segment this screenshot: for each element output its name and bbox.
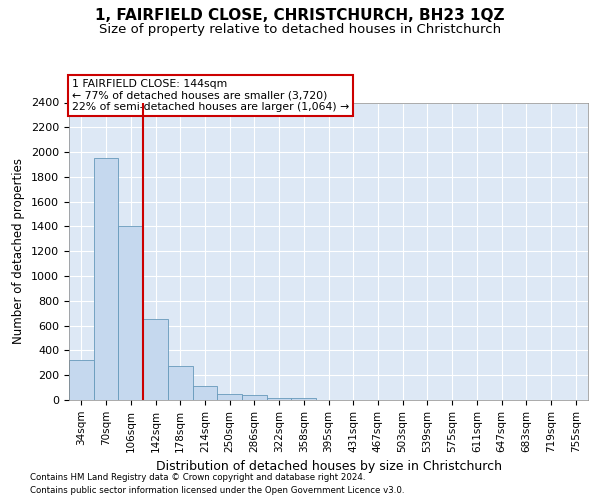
Text: 1 FAIRFIELD CLOSE: 144sqm
← 77% of detached houses are smaller (3,720)
22% of se: 1 FAIRFIELD CLOSE: 144sqm ← 77% of detac… [71, 78, 349, 112]
Bar [69, 360, 94, 400]
Text: 1, FAIRFIELD CLOSE, CHRISTCHURCH, BH23 1QZ: 1, FAIRFIELD CLOSE, CHRISTCHURCH, BH23 1… [95, 8, 505, 22]
Bar [267, 398, 292, 400]
Bar [292, 398, 316, 400]
Text: Contains HM Land Registry data © Crown copyright and database right 2024.: Contains HM Land Registry data © Crown c… [30, 474, 365, 482]
X-axis label: Distribution of detached houses by size in Christchurch: Distribution of detached houses by size … [155, 460, 502, 473]
Y-axis label: Number of detached properties: Number of detached properties [13, 158, 25, 344]
Bar [193, 386, 217, 400]
Bar [242, 395, 267, 400]
Bar [168, 366, 193, 400]
Text: Size of property relative to detached houses in Christchurch: Size of property relative to detached ho… [99, 22, 501, 36]
Bar [118, 226, 143, 400]
Text: Contains public sector information licensed under the Open Government Licence v3: Contains public sector information licen… [30, 486, 404, 495]
Bar [94, 158, 118, 400]
Bar [217, 394, 242, 400]
Bar [143, 320, 168, 400]
